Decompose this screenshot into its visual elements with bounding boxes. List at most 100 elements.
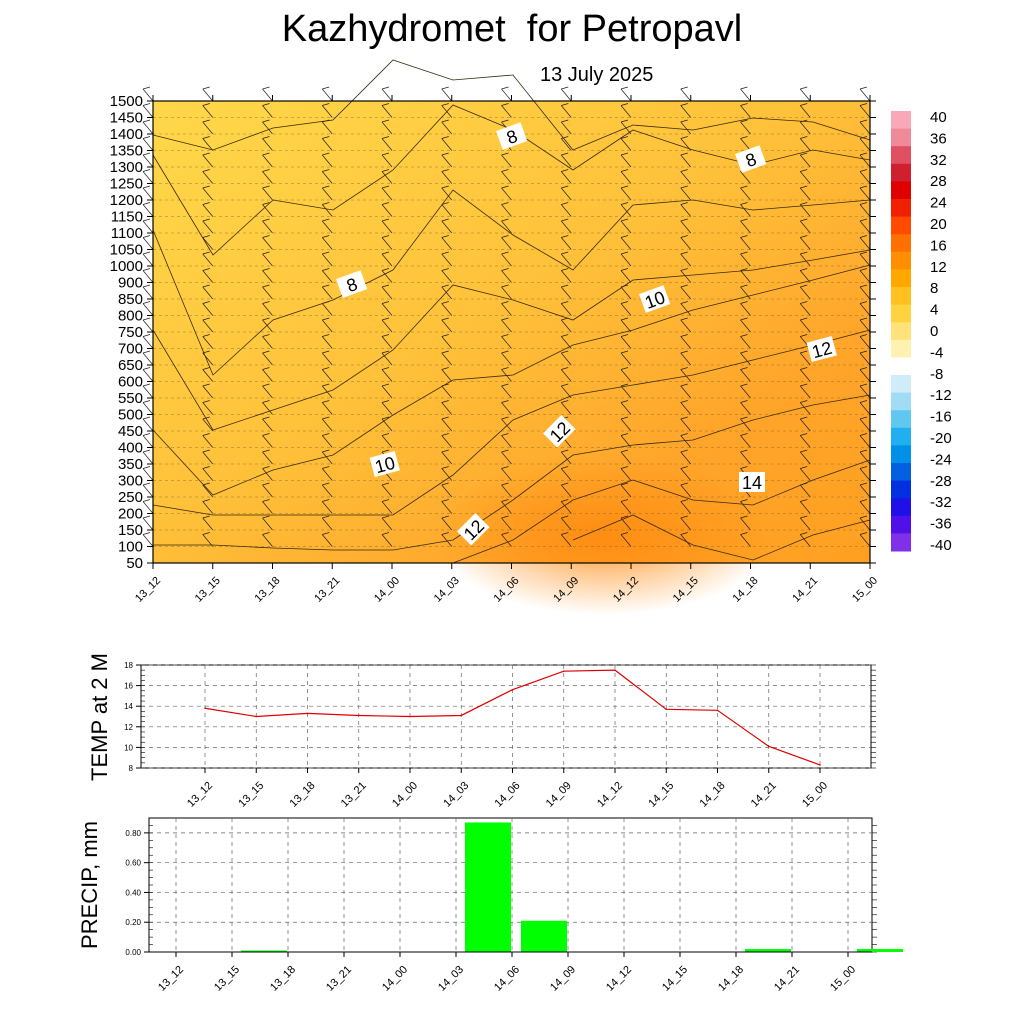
wind-barb xyxy=(799,138,811,151)
wind-barb xyxy=(620,270,632,283)
wind-barb xyxy=(381,303,393,316)
heatmap-warm-core xyxy=(435,455,775,615)
wind-barb xyxy=(262,402,273,415)
wind-barb xyxy=(859,88,871,102)
precip-bar xyxy=(745,949,791,952)
wind-barb-flag xyxy=(561,119,569,123)
wind-barb xyxy=(620,220,632,234)
temp-point xyxy=(767,745,770,748)
wind-barb-flag xyxy=(262,449,270,453)
y-tick-label: 1200 xyxy=(110,192,143,209)
wind-barb-flag xyxy=(381,301,390,304)
wind-barb-flag xyxy=(381,416,390,420)
wind-barb-flag xyxy=(381,86,390,90)
temp-point xyxy=(460,714,463,717)
wind-barb xyxy=(680,154,692,168)
wind-barb xyxy=(262,435,273,448)
y-tick-label: 100 xyxy=(118,539,143,556)
wind-barb-flag xyxy=(800,301,808,304)
wind-barb-flag xyxy=(501,350,509,354)
wind-barb-flag xyxy=(800,400,808,403)
wind-barb xyxy=(740,435,751,448)
wind-barb xyxy=(262,88,273,102)
y-tick-label: 550 xyxy=(118,390,143,407)
wind-barb xyxy=(560,286,572,300)
wind-barb-flag xyxy=(381,334,390,337)
wind-barb-flag xyxy=(322,268,330,271)
wind-barb xyxy=(740,220,751,234)
wind-barb xyxy=(441,187,453,201)
wind-barb-flag xyxy=(800,136,808,139)
wind-barb xyxy=(202,237,214,250)
wind-barb xyxy=(441,237,453,250)
wind-barb-flag xyxy=(202,499,210,502)
wind-barb xyxy=(799,418,811,432)
wind-barb-flag xyxy=(142,284,151,288)
wind-barb-flag xyxy=(441,284,449,288)
wind-barb xyxy=(740,187,751,201)
colorbar-segment xyxy=(891,269,911,288)
y-tick-label: 250 xyxy=(118,489,143,506)
temp-x-tick-label: 13_21 xyxy=(339,780,369,810)
wind-barb xyxy=(381,534,393,547)
wind-barb-flag xyxy=(322,449,330,453)
wind-barb xyxy=(740,385,751,399)
wind-barb-flag xyxy=(262,103,270,106)
colorbar-label: -28 xyxy=(930,473,952,490)
precip-x-tick-label: 14_15 xyxy=(660,964,690,994)
wind-barb xyxy=(560,253,572,267)
wind-barb xyxy=(441,270,453,283)
wind-barb xyxy=(202,171,214,184)
wind-barb-flag xyxy=(740,433,748,436)
wind-barb-flag xyxy=(202,449,210,453)
wind-barb-flag xyxy=(620,334,629,337)
wind-barb-flag xyxy=(740,532,748,535)
wind-barb-flag xyxy=(262,499,270,502)
wind-barb-flag xyxy=(740,317,748,321)
wind-barb xyxy=(501,253,512,267)
wind-barb-flag xyxy=(740,449,748,453)
wind-barb-flag xyxy=(381,202,390,205)
wind-barb xyxy=(620,303,632,316)
wind-barb-flag xyxy=(620,416,629,420)
wind-barb xyxy=(441,154,453,168)
wind-barb xyxy=(441,253,453,267)
precip-panel: 0.00 0.20 0.40 0.60 0.80 13_12 13_15 13_18 13_21… xyxy=(125,817,903,994)
wind-barb-flag xyxy=(202,152,210,156)
wind-barb xyxy=(560,187,572,201)
colorbar-segment xyxy=(891,251,911,270)
wind-barb xyxy=(799,319,811,333)
contour-line xyxy=(452,459,871,564)
wind-barb-flag xyxy=(561,532,569,535)
wind-barb xyxy=(740,88,751,102)
wind-barb xyxy=(859,253,871,267)
wind-barb-flag xyxy=(142,515,151,519)
page-title: Kazhydromet for Petropavl xyxy=(281,8,743,50)
wind-barb-flag xyxy=(561,383,569,387)
wind-barb-flag xyxy=(620,218,629,222)
wind-barb xyxy=(441,369,453,382)
colorbar-segment xyxy=(891,146,911,165)
precip-x-tick-label: 13_12 xyxy=(156,964,186,994)
wind-barb-flag xyxy=(501,317,509,321)
colorbar-segment xyxy=(891,287,911,306)
wind-barb-flag xyxy=(800,218,808,222)
wind-barb-flag xyxy=(322,169,330,172)
wind-barb xyxy=(142,418,154,432)
contour-line xyxy=(152,329,871,516)
y-tick-label: 150 xyxy=(118,522,143,539)
contour-line xyxy=(572,514,871,561)
wind-barb xyxy=(560,121,572,135)
wind-barb-flag xyxy=(441,136,449,139)
wind-barb xyxy=(202,204,214,217)
wind-barb-flag xyxy=(322,466,330,469)
wind-barb xyxy=(799,303,811,316)
wind-barb xyxy=(441,121,453,135)
colorbar-label: 8 xyxy=(930,280,938,297)
colorbar-segment xyxy=(891,181,911,200)
wind-barb-flag xyxy=(202,301,210,304)
contour-label-bg xyxy=(336,270,368,298)
wind-barb-flag xyxy=(202,466,210,469)
y-tick-label: 1250 xyxy=(110,176,143,193)
wind-barb xyxy=(142,286,154,300)
